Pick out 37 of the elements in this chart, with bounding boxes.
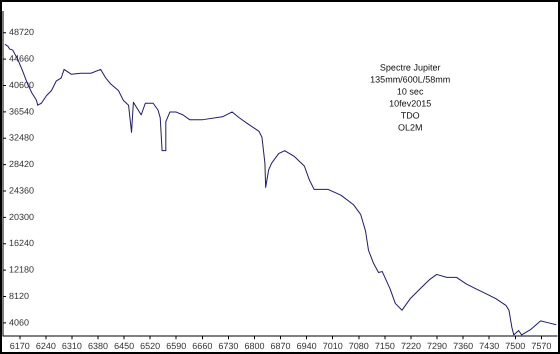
- y-tick-label: 4060: [9, 317, 30, 328]
- x-tick-label: 6800: [244, 341, 264, 352]
- x-tick-label: 7290: [427, 341, 448, 352]
- annotation: OL2M: [398, 122, 422, 133]
- y-tick-label: 36540: [9, 106, 34, 116]
- y-tick-label: 16240: [9, 238, 34, 248]
- annotation: 135mm/600L/58mm: [370, 74, 450, 85]
- annotation: Spectre Jupiter: [380, 62, 440, 73]
- x-tick-label: 7360: [453, 341, 474, 352]
- x-tick-label: 6730: [218, 341, 238, 352]
- x-tick-label: 7150: [374, 341, 395, 352]
- x-tick-label: 6590: [166, 341, 186, 352]
- y-tick-label: 28420: [9, 159, 34, 170]
- y-tick-label: 32480: [9, 132, 34, 143]
- x-tick-label: 6660: [192, 341, 212, 352]
- x-tick-label: 6520: [140, 341, 160, 352]
- x-tick-label: 6940: [296, 341, 317, 352]
- x-tick-label: 6240: [36, 341, 56, 352]
- x-tick-label: 7570: [531, 341, 552, 352]
- y-tick-label: 48720: [9, 27, 34, 38]
- x-tick-label: 7010: [322, 341, 343, 352]
- x-tick-label: 6380: [88, 341, 108, 352]
- annotation: 10 sec: [396, 86, 424, 97]
- y-tick-label: 24360: [9, 185, 34, 196]
- x-tick-label: 6870: [270, 341, 291, 352]
- x-tick-label: 7220: [400, 341, 421, 352]
- x-tick-label: 7080: [348, 341, 369, 352]
- x-tick-label: 6450: [114, 341, 134, 352]
- x-tick-label: 6170: [10, 341, 30, 352]
- y-tick-label: 20300: [9, 212, 34, 222]
- x-tick-label: 6310: [62, 341, 82, 352]
- y-tick-label: 12180: [9, 264, 34, 275]
- x-tick-label: 7500: [505, 341, 526, 352]
- y-tick-label: 8120: [9, 290, 30, 301]
- annotation: TDO: [400, 110, 420, 121]
- annotation: 10fev2015: [389, 98, 432, 109]
- x-tick-label: 7430: [479, 341, 500, 352]
